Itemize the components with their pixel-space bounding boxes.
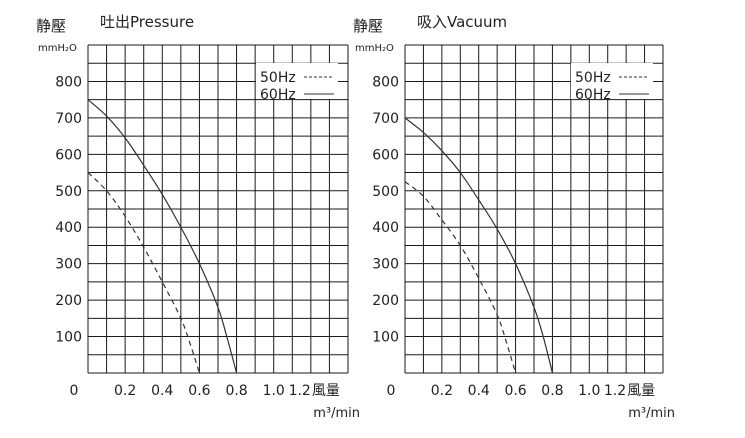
series-line-50hz xyxy=(404,181,517,374)
x-tick-label: 0.6 xyxy=(504,383,526,399)
y-tick-label: 200 xyxy=(55,293,82,309)
legend-label: 50Hz xyxy=(575,70,611,86)
x-tick-label: 0.4 xyxy=(468,383,490,399)
chart-title: 吐出Pressure xyxy=(100,13,194,31)
y-tick-label: 700 xyxy=(372,111,399,127)
series-line-60hz xyxy=(404,117,554,374)
x-tick-label: 0.6 xyxy=(188,383,210,399)
y-tick-label: 400 xyxy=(372,220,399,236)
x-tick-label: 1.2 xyxy=(289,383,311,399)
x-axis-label: 風量 xyxy=(627,383,655,399)
x-tick-label: 1.0 xyxy=(263,383,285,399)
y-tick-label: 100 xyxy=(372,330,399,346)
x-tick-label: 0.2 xyxy=(431,383,453,399)
x-tick-label: 0.8 xyxy=(225,383,247,399)
y-tick-label: 300 xyxy=(372,257,399,273)
chart-2: 静壓 吸入Vacuum mmH₂O 100 200 300 400 500 600 700 800 0… xyxy=(353,13,675,421)
y-tick-label: 600 xyxy=(55,147,82,163)
origin-label: 0 xyxy=(70,383,79,399)
x-tick-label: 0.4 xyxy=(151,383,173,399)
chart-title: 吸入Vacuum xyxy=(417,13,507,31)
y-axis-unit: mmH₂O xyxy=(355,43,394,54)
x-tick-label: 1.0 xyxy=(578,383,600,399)
y-axis-unit: mmH₂O xyxy=(38,43,77,54)
x-axis-unit: m³/min xyxy=(628,406,675,421)
origin-label: 0 xyxy=(387,383,396,399)
y-tick-label: 400 xyxy=(55,220,82,236)
y-tick-label: 800 xyxy=(55,74,82,90)
x-axis-label: 風量 xyxy=(312,383,340,399)
legend-label: 60Hz xyxy=(260,87,296,103)
series-line-60hz xyxy=(87,99,238,374)
x-tick-label: 1.2 xyxy=(604,383,626,399)
y-tick-label: 300 xyxy=(55,257,82,273)
grid xyxy=(87,44,349,374)
y-axis-label: 静壓 xyxy=(353,17,383,35)
y-tick-label: 100 xyxy=(55,330,82,346)
x-tick-label: 0.2 xyxy=(114,383,136,399)
legend-box xyxy=(256,63,338,99)
y-tick-label: 500 xyxy=(55,184,82,200)
legend-label: 60Hz xyxy=(575,87,611,103)
y-tick-label: 700 xyxy=(55,111,82,127)
y-axis-label: 静壓 xyxy=(36,17,66,35)
y-tick-label: 500 xyxy=(372,184,399,200)
legend-box xyxy=(571,63,653,99)
series-line-50hz xyxy=(87,172,201,374)
y-tick-label: 800 xyxy=(372,74,399,90)
x-axis-unit: m³/min xyxy=(313,406,360,421)
chart-1: 静壓 吐出Pressure mmH₂O 100 200 300 400 500 600 700 80… xyxy=(36,13,360,421)
y-tick-label: 600 xyxy=(372,147,399,163)
x-tick-label: 0.8 xyxy=(541,383,563,399)
y-tick-label: 200 xyxy=(372,293,399,309)
legend-label: 50Hz xyxy=(260,70,296,86)
